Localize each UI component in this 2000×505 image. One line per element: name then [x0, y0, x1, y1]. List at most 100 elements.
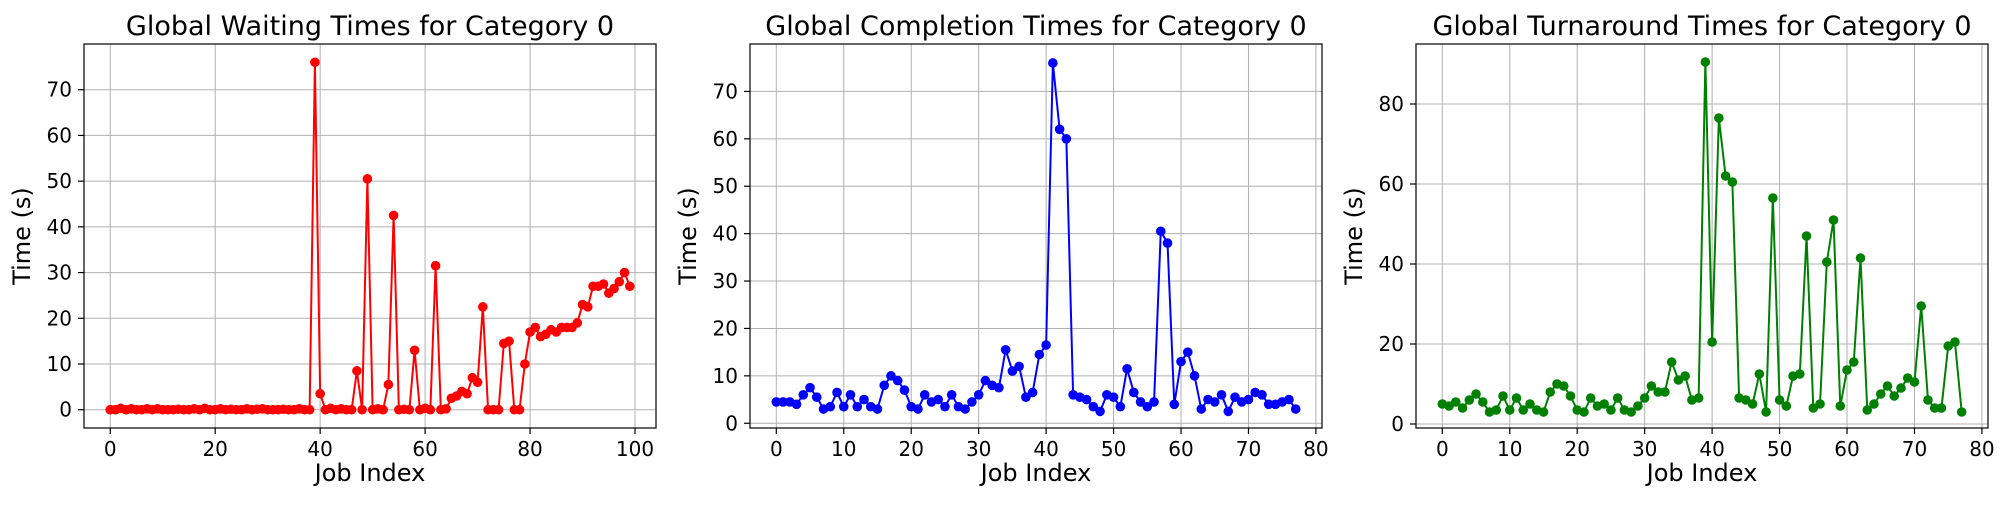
data-point	[598, 279, 609, 289]
data-point	[1768, 193, 1778, 203]
data-point	[1950, 337, 1960, 347]
y-tick-label: 80	[1379, 92, 1404, 116]
data-point	[1230, 392, 1240, 402]
data-point	[1027, 387, 1038, 398]
data-point	[1471, 389, 1481, 399]
y-tick-label: 10	[713, 364, 738, 388]
data-point	[1477, 397, 1488, 407]
data-point	[1162, 238, 1173, 248]
x-tick-label: 50	[1101, 437, 1126, 461]
series-line	[776, 61, 1297, 413]
y-tick-label: 0	[59, 398, 72, 422]
data-point	[378, 404, 388, 415]
x-axis-label: Job Index	[979, 459, 1092, 487]
chart-title: Global Completion Times for Category 0	[765, 11, 1306, 42]
y-tick-label: 20	[1379, 332, 1404, 356]
data-point	[913, 404, 923, 414]
data-point	[520, 359, 530, 369]
data-point	[859, 394, 869, 405]
data-point	[1498, 391, 1508, 401]
x-tick-label: 0	[770, 437, 783, 461]
data-point	[1795, 369, 1805, 379]
plot-frame	[83, 43, 657, 429]
data-point	[1169, 399, 1180, 410]
data-point	[614, 276, 625, 287]
x-tick-label: 20	[1564, 437, 1589, 461]
data-point	[1048, 58, 1058, 68]
data-point	[1815, 399, 1825, 409]
y-tick-label: 20	[713, 316, 738, 340]
data-point	[1633, 401, 1643, 411]
data-point	[805, 382, 815, 393]
data-point	[1504, 405, 1515, 415]
x-tick-label: 70	[1902, 437, 1927, 461]
data-point	[310, 57, 320, 68]
data-point	[304, 404, 315, 415]
data-point	[1189, 371, 1200, 381]
data-point	[852, 401, 863, 412]
data-point	[1929, 403, 1940, 413]
data-point	[811, 392, 822, 402]
data-point	[1909, 377, 1920, 387]
x-tick-label: 60	[1168, 437, 1193, 461]
data-point	[838, 401, 849, 412]
data-point	[1646, 381, 1657, 391]
y-tick-label: 60	[47, 123, 72, 147]
series-line	[1442, 61, 1963, 413]
data-point	[879, 380, 890, 391]
data-point	[940, 401, 950, 412]
data-point	[609, 283, 619, 294]
data-point	[1821, 257, 1832, 267]
y-axis-label: Time (s)	[8, 187, 36, 286]
data-point	[933, 394, 943, 405]
data-point	[1243, 394, 1254, 405]
data-point	[1801, 231, 1812, 241]
data-point	[1612, 393, 1623, 403]
data-point	[1774, 395, 1785, 405]
y-tick-label: 0	[725, 411, 738, 435]
y-tick-label: 50	[47, 169, 72, 193]
data-point	[441, 404, 451, 414]
x-tick-label: 100	[616, 437, 654, 461]
y-tick-label: 50	[713, 174, 738, 198]
data-point	[1579, 407, 1589, 417]
data-point	[1155, 226, 1166, 237]
x-tick-label: 40	[307, 437, 332, 461]
data-point	[1875, 389, 1886, 399]
data-point	[493, 404, 504, 415]
x-tick-label: 40	[1699, 437, 1724, 461]
data-point	[1727, 177, 1738, 187]
data-point	[1142, 401, 1153, 412]
data-point	[1464, 395, 1475, 405]
data-point	[1538, 407, 1549, 417]
x-tick-label: 30	[966, 437, 991, 461]
data-point	[886, 371, 896, 381]
chart-title: Global Turnaround Times for Category 0	[1433, 11, 1972, 42]
data-point	[1457, 403, 1468, 413]
data-point	[1034, 349, 1045, 360]
data-point	[504, 336, 514, 346]
data-point	[832, 387, 842, 398]
y-axis-label: Time (s)	[1340, 187, 1368, 286]
data-point	[973, 390, 984, 400]
data-point	[1599, 399, 1609, 409]
x-tick-label: 0	[1436, 437, 1449, 461]
data-point	[899, 385, 910, 395]
data-point	[1862, 405, 1873, 415]
data-point	[1882, 381, 1893, 391]
data-point	[1007, 366, 1018, 376]
x-axis-label: Job Index	[1645, 459, 1758, 487]
data-point	[1491, 405, 1502, 415]
data-point	[980, 375, 991, 386]
data-point	[1565, 391, 1576, 401]
data-point	[472, 377, 483, 388]
data-point	[1129, 387, 1139, 398]
y-tick-label: 40	[1379, 252, 1404, 276]
chart-panel-3: 0 10 20 30 40 50 60 70 80 0 20 40 60 80 Global Turnaro…	[1340, 11, 1995, 487]
y-tick-label: 40	[713, 222, 738, 246]
data-point	[1869, 399, 1879, 409]
data-point	[572, 318, 583, 328]
data-point	[798, 390, 809, 400]
y-tick-label: 30	[47, 261, 72, 285]
data-point	[357, 404, 367, 415]
